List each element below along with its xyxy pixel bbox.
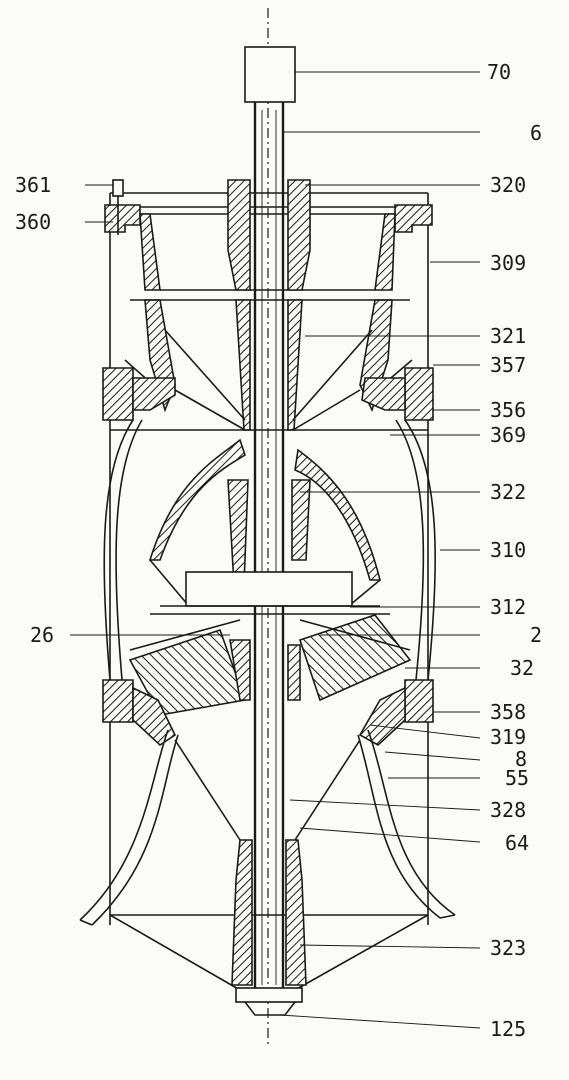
shaft-end-nut	[235, 987, 303, 1016]
coupling	[244, 46, 296, 103]
lower-bowl-shell	[103, 419, 437, 681]
middle-flange	[102, 367, 434, 421]
callout-8: 8	[515, 747, 527, 771]
leader-lines	[70, 71, 481, 1029]
callout-328: 328	[490, 798, 526, 822]
lower-bearing-sleeve	[231, 839, 307, 986]
top-flange	[104, 204, 433, 233]
callout-357: 357	[490, 353, 526, 377]
callout-312: 312	[490, 595, 526, 619]
callout-55: 55	[505, 766, 529, 790]
impeller	[128, 614, 412, 716]
callout-322: 322	[490, 480, 526, 504]
callout-361: 361	[15, 173, 51, 197]
bolt-361-360	[112, 179, 124, 235]
callout-360: 360	[15, 210, 51, 234]
callout-323: 323	[490, 936, 526, 960]
impeller-cap	[150, 571, 390, 615]
suction-bell	[79, 729, 456, 926]
callout-369: 369	[490, 423, 526, 447]
callout-356: 356	[490, 398, 526, 422]
callout-125: 125	[490, 1017, 526, 1041]
callout-64: 64	[505, 831, 529, 855]
callout-310: 310	[490, 538, 526, 562]
outer-casing-frame	[109, 192, 429, 925]
callout-320: 320	[490, 173, 526, 197]
lower-flange	[102, 679, 434, 747]
upper-hub-sleeve	[227, 179, 311, 431]
callout-319: 319	[490, 725, 526, 749]
guide-vanes	[148, 438, 382, 606]
callout-2: 2	[530, 623, 542, 647]
callout-358: 358	[490, 700, 526, 724]
callout-6: 6	[530, 121, 542, 145]
callout-32: 32	[510, 656, 534, 680]
callout-309: 309	[490, 251, 526, 275]
lower-struts	[109, 739, 429, 991]
shaft	[253, 102, 285, 992]
callout-70: 70	[487, 60, 511, 84]
callout-321: 321	[490, 324, 526, 348]
callout-26: 26	[30, 623, 54, 647]
